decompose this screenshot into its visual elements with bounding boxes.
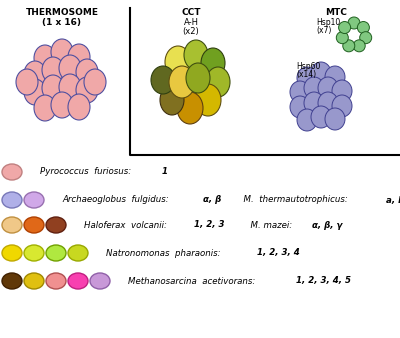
Ellipse shape — [46, 273, 66, 289]
Ellipse shape — [353, 40, 365, 52]
Ellipse shape — [195, 84, 221, 116]
Ellipse shape — [46, 217, 66, 233]
Ellipse shape — [24, 273, 44, 289]
Ellipse shape — [318, 77, 338, 99]
Ellipse shape — [201, 48, 225, 78]
Ellipse shape — [332, 80, 352, 102]
Ellipse shape — [343, 40, 355, 52]
Ellipse shape — [311, 106, 331, 128]
Text: THERMOSOME: THERMOSOME — [26, 8, 98, 17]
Ellipse shape — [336, 32, 348, 44]
Ellipse shape — [24, 245, 44, 261]
Ellipse shape — [325, 108, 345, 130]
Ellipse shape — [46, 245, 66, 261]
Ellipse shape — [304, 77, 324, 99]
Ellipse shape — [16, 69, 38, 95]
Ellipse shape — [59, 74, 81, 100]
Ellipse shape — [76, 59, 98, 85]
Ellipse shape — [186, 63, 210, 93]
Text: MTC: MTC — [325, 8, 347, 17]
Ellipse shape — [68, 94, 90, 120]
Text: a, b: a, b — [386, 195, 400, 204]
Ellipse shape — [90, 273, 110, 289]
Text: (x14): (x14) — [296, 70, 316, 79]
Ellipse shape — [169, 66, 195, 98]
Ellipse shape — [332, 95, 352, 117]
Text: Pyrococcus  furiosus:: Pyrococcus furiosus: — [40, 168, 134, 176]
Ellipse shape — [68, 245, 88, 261]
Ellipse shape — [165, 46, 191, 78]
Ellipse shape — [68, 44, 90, 70]
Ellipse shape — [2, 192, 22, 208]
Ellipse shape — [311, 62, 331, 84]
Text: Hsp60: Hsp60 — [296, 62, 320, 71]
Ellipse shape — [290, 81, 310, 103]
Ellipse shape — [24, 217, 44, 233]
Ellipse shape — [2, 273, 22, 289]
Ellipse shape — [51, 39, 73, 65]
Text: 1: 1 — [161, 168, 167, 176]
Ellipse shape — [206, 67, 230, 97]
Text: (x2): (x2) — [183, 27, 199, 36]
Ellipse shape — [184, 40, 208, 70]
Ellipse shape — [297, 109, 317, 131]
Ellipse shape — [290, 96, 310, 118]
Ellipse shape — [24, 79, 46, 105]
Ellipse shape — [318, 92, 338, 114]
Ellipse shape — [304, 92, 324, 114]
Text: Natronomonas  pharaonis:: Natronomonas pharaonis: — [106, 248, 223, 258]
Ellipse shape — [42, 75, 64, 101]
Ellipse shape — [339, 22, 351, 33]
Text: A-H: A-H — [184, 18, 198, 27]
Ellipse shape — [68, 273, 88, 289]
Ellipse shape — [51, 92, 73, 118]
Text: α, β: α, β — [203, 195, 221, 204]
Ellipse shape — [177, 92, 203, 124]
Text: M.  thermautotrophicus:: M. thermautotrophicus: — [227, 195, 350, 204]
Ellipse shape — [151, 66, 175, 94]
Text: (x7): (x7) — [316, 26, 331, 35]
Ellipse shape — [42, 57, 64, 83]
Ellipse shape — [76, 77, 98, 103]
Text: Archaeoglobus  fulgidus:: Archaeoglobus fulgidus: — [62, 195, 171, 204]
Ellipse shape — [34, 95, 56, 121]
Text: Hsp10: Hsp10 — [316, 18, 340, 27]
Ellipse shape — [24, 192, 44, 208]
Ellipse shape — [357, 22, 369, 33]
Ellipse shape — [34, 45, 56, 71]
Text: Haloferax  volcanii:: Haloferax volcanii: — [84, 220, 170, 230]
Text: 1, 2, 3, 4, 5: 1, 2, 3, 4, 5 — [296, 276, 351, 286]
Ellipse shape — [348, 17, 360, 29]
Ellipse shape — [24, 61, 46, 87]
Text: (1 x 16): (1 x 16) — [42, 18, 82, 27]
Ellipse shape — [160, 85, 184, 115]
Text: Methanosarcina  acetivorans:: Methanosarcina acetivorans: — [128, 276, 258, 286]
Ellipse shape — [360, 32, 372, 44]
Text: CCT: CCT — [181, 8, 201, 17]
Ellipse shape — [325, 66, 345, 88]
Ellipse shape — [2, 164, 22, 180]
Ellipse shape — [2, 217, 22, 233]
Text: α, β, γ: α, β, γ — [312, 220, 343, 230]
Ellipse shape — [84, 69, 106, 95]
Ellipse shape — [297, 67, 317, 89]
Ellipse shape — [2, 245, 22, 261]
Ellipse shape — [59, 55, 81, 81]
Text: 1, 2, 3: 1, 2, 3 — [194, 220, 225, 230]
Text: 1, 2, 3, 4: 1, 2, 3, 4 — [257, 248, 300, 258]
Text: M. mazei:: M. mazei: — [234, 220, 295, 230]
